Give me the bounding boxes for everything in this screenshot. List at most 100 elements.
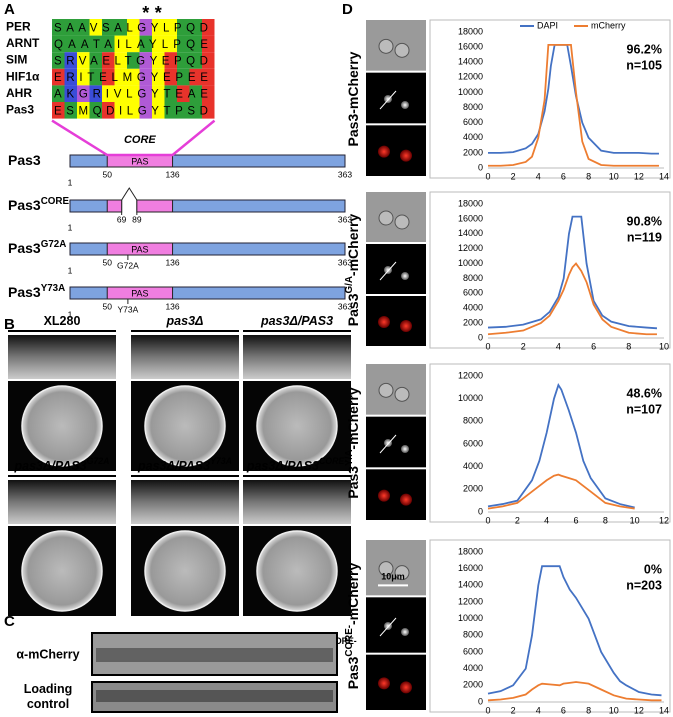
residue-cell [202,19,215,36]
asterisk: * [142,3,149,23]
y-tick-label: 12000 [458,370,483,380]
residue-cell [64,85,77,102]
protein-name: AHR [6,86,32,100]
residue-cell [152,19,165,36]
residue-cell [127,85,140,102]
dic-image [366,20,426,71]
x-tick-label: 12 [634,705,644,715]
y-tick-label: 4000 [463,303,483,313]
residue-cell [177,52,190,69]
residue-cell [52,102,65,119]
residue-cell [202,85,215,102]
residue-cell [139,35,152,53]
residue-number: 1 [68,177,73,187]
sequence-text: AKGRIVLGYTEAE [54,89,213,101]
residue-cell [52,85,65,102]
text-part: -mCherry [345,387,361,449]
y-tick-label: 4000 [463,461,483,471]
y-tick-label: 16000 [458,563,483,573]
residue-cell [177,68,190,86]
y-tick-label: 2000 [463,317,483,327]
protein-name: HIF1α [6,69,40,83]
residue-cell [89,19,102,36]
asterisk: * [155,3,162,23]
text-part: Loading [24,682,73,696]
side-view-image [8,335,116,379]
residue-number: 50 [102,301,112,311]
annotation: n=119 [627,230,662,244]
x-tick-label: 2 [515,515,520,525]
residue-number: 50 [102,257,112,267]
cell [378,210,394,226]
side-view-image [243,335,351,379]
residue-cell [177,19,190,36]
y-axis-label: Pas3G/A-mCherry [344,214,361,327]
x-tick-label: 10 [609,705,619,715]
residue-cell [114,68,127,86]
y-tick-label: 6000 [463,646,483,656]
construct-name: Pas3 [8,152,41,168]
y-tick-label: 8000 [463,630,483,640]
superscript: G/A [344,276,355,293]
dapi-image [366,72,426,124]
cell [378,38,394,54]
pas-domain [106,286,174,300]
residue-number: 136 [165,169,179,179]
text-part: Pas3 [8,197,41,213]
sequence: ERITELMGYEPEE [52,68,215,86]
y-tick-label: 14000 [458,580,483,590]
sequence-text: QAATAILAYLPQE [54,39,213,51]
residue-cell [89,35,102,53]
x-tick-label: 14 [659,171,669,181]
sequence: QAATAILAYLPQE [52,35,215,53]
residue-cell [189,102,202,119]
x-tick-label: 0 [485,705,490,715]
y-tick-label: 2000 [463,680,483,690]
plot-frame [429,539,671,713]
y-tick-label: 12000 [458,596,483,606]
x-tick-label: 10 [609,171,619,181]
residue-cell [102,35,115,53]
residue-number: 89 [132,214,142,224]
residue-cell [89,68,102,86]
construct-name: Pas3Y73A [8,283,65,300]
residue-cell [139,85,152,102]
sequence: ESMQDILGYTPSD [52,102,215,119]
x-tick-label: 4 [556,341,561,351]
superscript: Y73A [41,283,66,294]
residue-cell [114,35,127,53]
cell [394,42,410,58]
superscript: Y/A [344,450,355,466]
residue-cell [89,52,102,69]
panel-label: D [342,1,353,18]
residue-number: 1 [68,222,73,232]
residue-number: 1 [68,265,73,275]
residue-number: 50 [102,169,112,179]
residue-number: 136 [165,301,179,311]
profile-line [379,90,397,110]
y-tick-label: 4000 [463,663,483,673]
residue-cell [52,19,65,36]
nucleus [401,445,409,453]
superscript: G72A [41,239,67,250]
residue-cell [177,102,190,119]
residue-cell [127,35,140,53]
side-view-image [8,480,116,524]
residue-number: 363 [338,257,352,267]
x-tick-label: 4 [536,171,541,181]
text-part: pas3Δ [166,314,204,328]
cell [394,214,410,230]
residue-cell [164,85,177,102]
y-tick-label: 10000 [458,258,483,268]
colony [144,530,226,612]
red-cell [378,145,390,158]
y-axis-label: Pas3Y/A-mCherry [344,387,361,499]
residue-cell [164,52,177,69]
colony [256,385,338,467]
nucleus [401,628,409,636]
side-view-image [243,480,351,524]
y-tick-label: 8000 [463,416,483,426]
cell [394,565,410,581]
y-tick-label: 10000 [458,613,483,623]
y-tick-label: 0 [478,506,483,516]
